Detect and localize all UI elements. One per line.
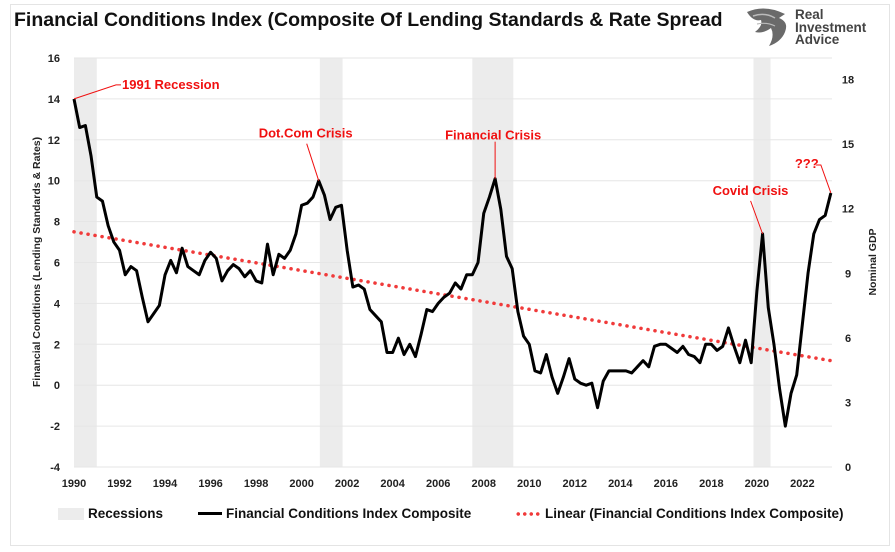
logo-line-1: Real — [795, 7, 824, 22]
x-tick-label: 2020 — [745, 478, 769, 490]
y-tick-label: 12 — [48, 135, 60, 147]
logo-eagle-icon — [747, 8, 787, 47]
y-tick-label: 0 — [54, 380, 60, 392]
legend-item-recessions: Recessions — [58, 506, 163, 521]
x-tick-label: 1990 — [62, 478, 86, 490]
y-tick-label: 4 — [54, 298, 61, 310]
y-tick-label: 2 — [54, 339, 60, 351]
x-tick-label: 2008 — [471, 478, 495, 490]
legend-label-linear: Linear (Financial Conditions Index Compo… — [545, 506, 844, 521]
legend-item-index: Financial Conditions Index Composite — [198, 506, 471, 521]
x-tick-label: 2012 — [563, 478, 587, 490]
annotation-leader — [73, 84, 121, 100]
y2-tick-label: 9 — [845, 268, 851, 280]
y2-tick-label: 3 — [845, 397, 851, 409]
x-tick-label: 2010 — [517, 478, 541, 490]
legend: Recessions Financial Conditions Index Co… — [0, 506, 895, 526]
annotation-label: Financial Crisis — [445, 128, 541, 143]
annotation-label: 1991 Recession — [122, 77, 220, 92]
x-tick-label: 2022 — [790, 478, 814, 490]
x-tick-label: 2014 — [608, 478, 633, 490]
chart-frame — [10, 4, 890, 546]
chart-title: Financial Conditions Index (Composite Of… — [14, 9, 723, 31]
y-tick-label: 16 — [48, 53, 60, 65]
x-tick-label: 2002 — [335, 478, 359, 490]
annotation-leader — [306, 143, 320, 181]
legend-label-index: Financial Conditions Index Composite — [226, 506, 472, 521]
legend-swatch-linear — [515, 511, 541, 516]
annotation-label: Covid Crisis — [713, 183, 789, 198]
x-tick-label: 1998 — [244, 478, 268, 490]
x-tick-label: 2016 — [654, 478, 678, 490]
annotation-label: Dot.Com Crisis — [259, 126, 353, 141]
annotation-leader — [815, 164, 832, 194]
y2-tick-label: 0 — [845, 462, 851, 474]
x-tick-label: 1992 — [107, 478, 131, 490]
y-tick-label: -2 — [50, 421, 60, 433]
x-tick-label: 2006 — [426, 478, 450, 490]
y-tick-label: 14 — [48, 94, 61, 106]
logo-text: Real Investment Advice — [795, 7, 867, 47]
y-tick-label: -4 — [50, 462, 61, 474]
legend-item-linear: Linear (Financial Conditions Index Compo… — [515, 506, 844, 521]
y-tick-label: 6 — [54, 258, 60, 270]
legend-swatch-recessions — [58, 507, 84, 520]
logo-line-2: Investment — [795, 19, 867, 35]
legend-swatch-index — [198, 512, 222, 515]
y2-tick-label: 15 — [842, 139, 854, 151]
legend-label-recessions: Recessions — [88, 506, 164, 521]
y-axis-title: Financial Conditions (Lending Standards … — [31, 137, 43, 387]
y2-tick-label: 6 — [845, 333, 851, 345]
y2-tick-label: 12 — [842, 204, 854, 216]
x-tick-label: 2004 — [380, 478, 405, 490]
logo-line-3: Advice — [795, 32, 840, 47]
annotation-leader — [750, 200, 764, 235]
y2-tick-label: 18 — [842, 75, 854, 87]
x-tick-label: 1996 — [198, 478, 222, 490]
x-tick-label: 2018 — [699, 478, 723, 490]
x-tick-label: 1994 — [153, 478, 178, 490]
y-tick-label: 10 — [48, 176, 60, 188]
linear-trend-line — [72, 230, 833, 363]
annotation-label: ??? — [795, 156, 819, 171]
y-tick-label: 8 — [54, 217, 60, 229]
y2-axis-title: Nominal GDP — [867, 228, 879, 295]
x-tick-label: 2000 — [289, 478, 313, 490]
index-line — [72, 98, 833, 428]
